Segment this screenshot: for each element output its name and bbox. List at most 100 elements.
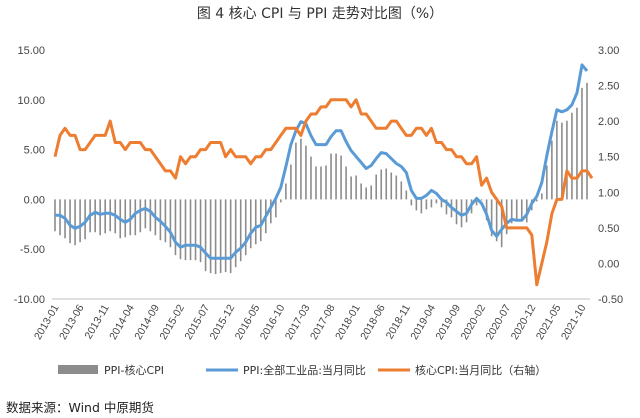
- bar: [340, 155, 342, 200]
- bar: [460, 199, 463, 228]
- bar: [566, 120, 568, 200]
- bar: [480, 199, 483, 201]
- bar: [415, 199, 418, 211]
- bar: [109, 199, 112, 232]
- bar: [290, 164, 292, 200]
- bar: [345, 166, 347, 200]
- left-y-tick-label: 5.00: [24, 145, 45, 157]
- bar: [541, 193, 543, 200]
- bar: [505, 199, 508, 235]
- bar: [144, 199, 147, 229]
- bar: [395, 175, 398, 200]
- bar: [490, 199, 493, 237]
- right-y-tick-label: 0.00: [598, 258, 619, 270]
- x-axis: 2013-012013-062013-112014-042014-092015-…: [32, 302, 589, 342]
- right-y-axis: -0.50 0.00 0.50 1.00 1.50 2.00 2.50 3.00: [598, 45, 623, 306]
- right-y-tick-label: 1.00: [598, 187, 619, 199]
- right-y-tick-label: 2.00: [598, 116, 619, 128]
- left-y-tick-label: 10.00: [17, 95, 45, 107]
- left-y-tick-label: -10.00: [14, 294, 45, 306]
- bar: [124, 199, 127, 238]
- bar: [219, 199, 222, 274]
- bar: [310, 156, 312, 200]
- bar: [149, 199, 152, 232]
- bar: [561, 122, 563, 200]
- bar: [586, 82, 588, 200]
- left-y-tick-label: 0.00: [24, 194, 45, 206]
- right-y-tick-label: 0.50: [598, 223, 619, 235]
- right-y-tick-label: -0.50: [598, 294, 623, 306]
- bar: [280, 199, 282, 203]
- line-series-ppi: [55, 63, 589, 260]
- bar: [365, 187, 367, 200]
- legend: PPI-核心CPI PPI:全部工业品:当月同比 核心CPI:当月同比（右轴）: [58, 363, 546, 377]
- bar: [410, 199, 413, 206]
- legend-swatch-bars: [58, 365, 98, 374]
- bar: [224, 199, 227, 273]
- bar: [169, 199, 172, 248]
- bar: [209, 199, 212, 274]
- bar: [244, 199, 247, 256]
- bar: [249, 199, 252, 249]
- bar: [325, 165, 327, 200]
- bar-series-ppi-minus-core-cpi: [54, 82, 588, 275]
- bar: [435, 199, 438, 204]
- bar: [385, 168, 388, 200]
- bar: [84, 199, 86, 240]
- line-series-core-cpi: [53, 98, 594, 287]
- bar: [320, 166, 322, 200]
- left-y-tick-label: 15.00: [17, 45, 45, 57]
- bar: [360, 183, 362, 200]
- bar: [104, 199, 106, 234]
- right-y-tick-label: 3.00: [598, 45, 619, 57]
- bar: [581, 87, 583, 200]
- bar: [576, 107, 578, 200]
- bar: [199, 199, 202, 263]
- bar: [445, 199, 448, 215]
- right-y-tick-label: 1.50: [598, 152, 619, 164]
- bar: [239, 199, 242, 262]
- bar: [59, 199, 61, 236]
- left-y-tick-label: -5.00: [20, 244, 45, 256]
- bar: [94, 199, 96, 233]
- bar: [179, 199, 182, 260]
- bar: [551, 140, 553, 200]
- bar: [536, 199, 538, 202]
- bar: [495, 199, 498, 242]
- bar: [139, 199, 142, 233]
- bar: [510, 199, 513, 224]
- bar: [229, 199, 232, 274]
- bar: [174, 199, 177, 256]
- bar: [134, 199, 137, 236]
- bar: [475, 199, 478, 206]
- bar: [400, 181, 403, 200]
- bar: [380, 169, 383, 200]
- bar: [285, 183, 287, 200]
- bar: [440, 199, 443, 208]
- bar: [425, 199, 428, 210]
- bar: [189, 199, 192, 261]
- bar: [204, 199, 207, 272]
- bar: [254, 199, 257, 245]
- bar: [300, 138, 302, 200]
- bar: [295, 142, 297, 200]
- bar: [194, 199, 197, 261]
- bar: [485, 199, 488, 221]
- bar: [546, 165, 548, 200]
- bar: [350, 176, 352, 200]
- bar: [275, 199, 277, 218]
- bar: [335, 153, 337, 200]
- bar: [571, 112, 573, 200]
- bar: [420, 199, 423, 214]
- bar: [515, 199, 518, 221]
- bar: [556, 120, 558, 200]
- left-y-axis: -10.00 -5.00 0.00 5.00 10.00 15.00: [14, 45, 45, 306]
- bar: [270, 199, 272, 224]
- bar: [259, 199, 262, 242]
- legend-label-bars: PPI-核心CPI: [104, 363, 164, 377]
- data-source-note: 数据来源：Wind 中原期货: [6, 400, 154, 415]
- bar: [184, 199, 187, 261]
- bar: [375, 174, 378, 200]
- bar: [164, 199, 167, 243]
